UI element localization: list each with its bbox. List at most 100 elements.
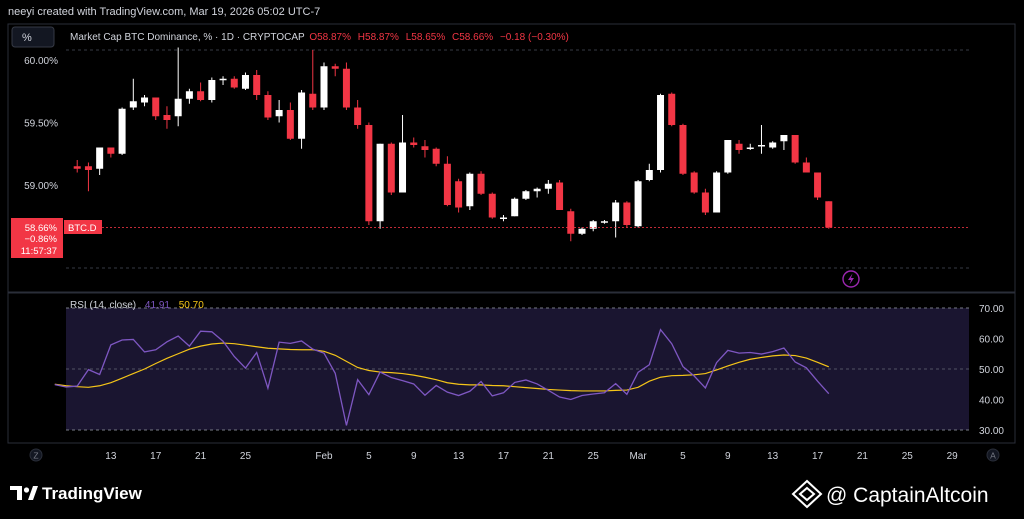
candle-body-up — [522, 191, 530, 199]
candle-body-up — [298, 92, 306, 139]
symbol-line: Market Cap BTC Dominance, % · 1D · CRYPT… — [70, 32, 305, 43]
a-button-label: A — [990, 451, 996, 461]
time-axis[interactable]: 13 17 21 25 Feb 5 9 13 17 21 25 Mar 5 9 13 17 21 25 29 — [8, 442, 1015, 462]
tradingview-logo-icon — [10, 486, 38, 500]
candle-body-up — [589, 221, 597, 229]
candle-body-up — [645, 170, 653, 180]
legend-line[interactable]: Market Cap BTC Dominance, % · 1D · CRYPT… — [70, 32, 569, 43]
candle-body-down — [701, 192, 709, 213]
time-tick-label: 21 — [857, 451, 869, 462]
rsi-ma-line — [54, 342, 830, 392]
time-tick-label: 17 — [150, 451, 162, 462]
ohlc-open-value: 58.87% — [317, 32, 351, 43]
rsi-tick-label: 30.00 — [979, 426, 1004, 437]
candle-body-up — [769, 142, 777, 148]
candle-body-down — [365, 125, 373, 222]
rsi-tick-label: 40.00 — [979, 396, 1004, 407]
scale-button[interactable]: % — [11, 26, 55, 48]
time-tick-label: 25 — [588, 451, 600, 462]
candle-body-up — [657, 95, 665, 170]
time-tick-label: 21 — [543, 451, 555, 462]
price-axis[interactable]: 60.00% 59.50% 59.00% — [24, 56, 58, 192]
candle-body-up — [578, 228, 586, 234]
candle-body-up — [118, 108, 126, 154]
price-badge: 58.66% −0.86% 11:57:37 BTC.D — [11, 218, 102, 258]
time-tick-label: 9 — [725, 451, 731, 462]
ohlc-close-value: 58.66% — [459, 32, 493, 43]
candle-body-down — [107, 147, 115, 154]
candle-body-up — [174, 98, 182, 117]
time-tick-label: 13 — [453, 451, 465, 462]
candle-body-down — [264, 95, 272, 118]
candle-body-down — [455, 181, 463, 208]
time-tick-label: 9 — [411, 451, 417, 462]
candle-body-up — [275, 110, 283, 117]
candle-body-up — [141, 97, 149, 103]
candle-body-down — [342, 68, 350, 108]
z-button-label: Z — [33, 451, 38, 461]
price-tick-label: 59.00% — [24, 181, 58, 192]
candle-body-down — [230, 78, 238, 88]
candle-body-up — [219, 78, 227, 81]
time-tick-label: 25 — [240, 451, 252, 462]
price-badge-change: −0.86% — [25, 234, 58, 245]
candle-body-down — [443, 163, 451, 205]
candle-body-up — [746, 147, 754, 149]
time-tick-label: 13 — [767, 451, 779, 462]
time-tick-label: 29 — [947, 451, 959, 462]
rsi-legend[interactable]: RSI (14, close) 41.91 50.70 — [70, 300, 204, 311]
candle-body-up — [208, 80, 216, 100]
candle-body-down — [387, 143, 395, 193]
rsi-value: 41.91 — [145, 300, 170, 311]
price-badge-countdown: 11:57:37 — [21, 246, 57, 257]
scale-button-label: % — [22, 32, 32, 44]
candle-body-down — [802, 162, 810, 173]
rsi-tick-label: 70.00 — [979, 304, 1004, 315]
lightning-icon[interactable] — [842, 270, 860, 288]
price-tick-label: 59.50% — [24, 119, 58, 130]
candle-body-down — [488, 193, 496, 218]
rsi-ma-value: 50.70 — [179, 300, 204, 311]
auto-scale-a-button[interactable]: A — [986, 448, 1000, 462]
candles-group — [73, 47, 833, 242]
rsi-tick-label: 60.00 — [979, 335, 1004, 346]
candle-body-down — [556, 182, 564, 210]
tradingview-logo: TradingView — [10, 484, 143, 503]
rsi-label: RSI (14, close) — [70, 300, 136, 311]
candle-body-up — [96, 147, 104, 169]
time-tick-label: 21 — [195, 451, 207, 462]
time-tick-label: 17 — [812, 451, 824, 462]
candle-body-up — [499, 217, 507, 219]
candle-body-down — [152, 97, 160, 117]
candle-body-up — [780, 135, 788, 142]
candle-body-up — [466, 173, 474, 207]
rsi-axis[interactable]: 70.00 60.00 50.00 40.00 30.00 — [979, 304, 1004, 437]
price-panel[interactable] — [7, 23, 1016, 293]
price-tick-label: 60.00% — [24, 56, 58, 67]
price-gridlines — [66, 49, 969, 269]
ohlc-high-value: 58.87% — [365, 32, 399, 43]
candle-body-down — [253, 75, 261, 95]
credit-text: neeyi created with TradingView.com, Mar … — [8, 6, 320, 18]
time-tick-label: 25 — [902, 451, 914, 462]
auto-scale-z-button[interactable]: Z — [29, 448, 43, 462]
time-tick-label: Feb — [315, 451, 333, 462]
candle-body-down — [814, 172, 822, 198]
candle-body-up — [600, 221, 608, 223]
candle-body-up — [241, 75, 249, 89]
candle-body-down — [432, 148, 440, 164]
candle-body-down — [690, 172, 698, 193]
candle-body-up — [511, 198, 519, 217]
candle-body-down — [163, 115, 171, 120]
tradingview-wordmark: TradingView — [42, 484, 143, 503]
rsi-tick-label: 50.00 — [979, 365, 1004, 376]
symbol-badge: BTC.D — [68, 223, 97, 234]
candle-body-up — [634, 181, 642, 227]
time-tick-label: 17 — [498, 451, 510, 462]
price-badge-value: 58.66% — [25, 223, 58, 234]
candle-body-down — [477, 173, 485, 194]
candle-body-down — [735, 143, 743, 150]
candle-body-down — [354, 107, 362, 125]
time-tick-label: Mar — [629, 451, 647, 462]
